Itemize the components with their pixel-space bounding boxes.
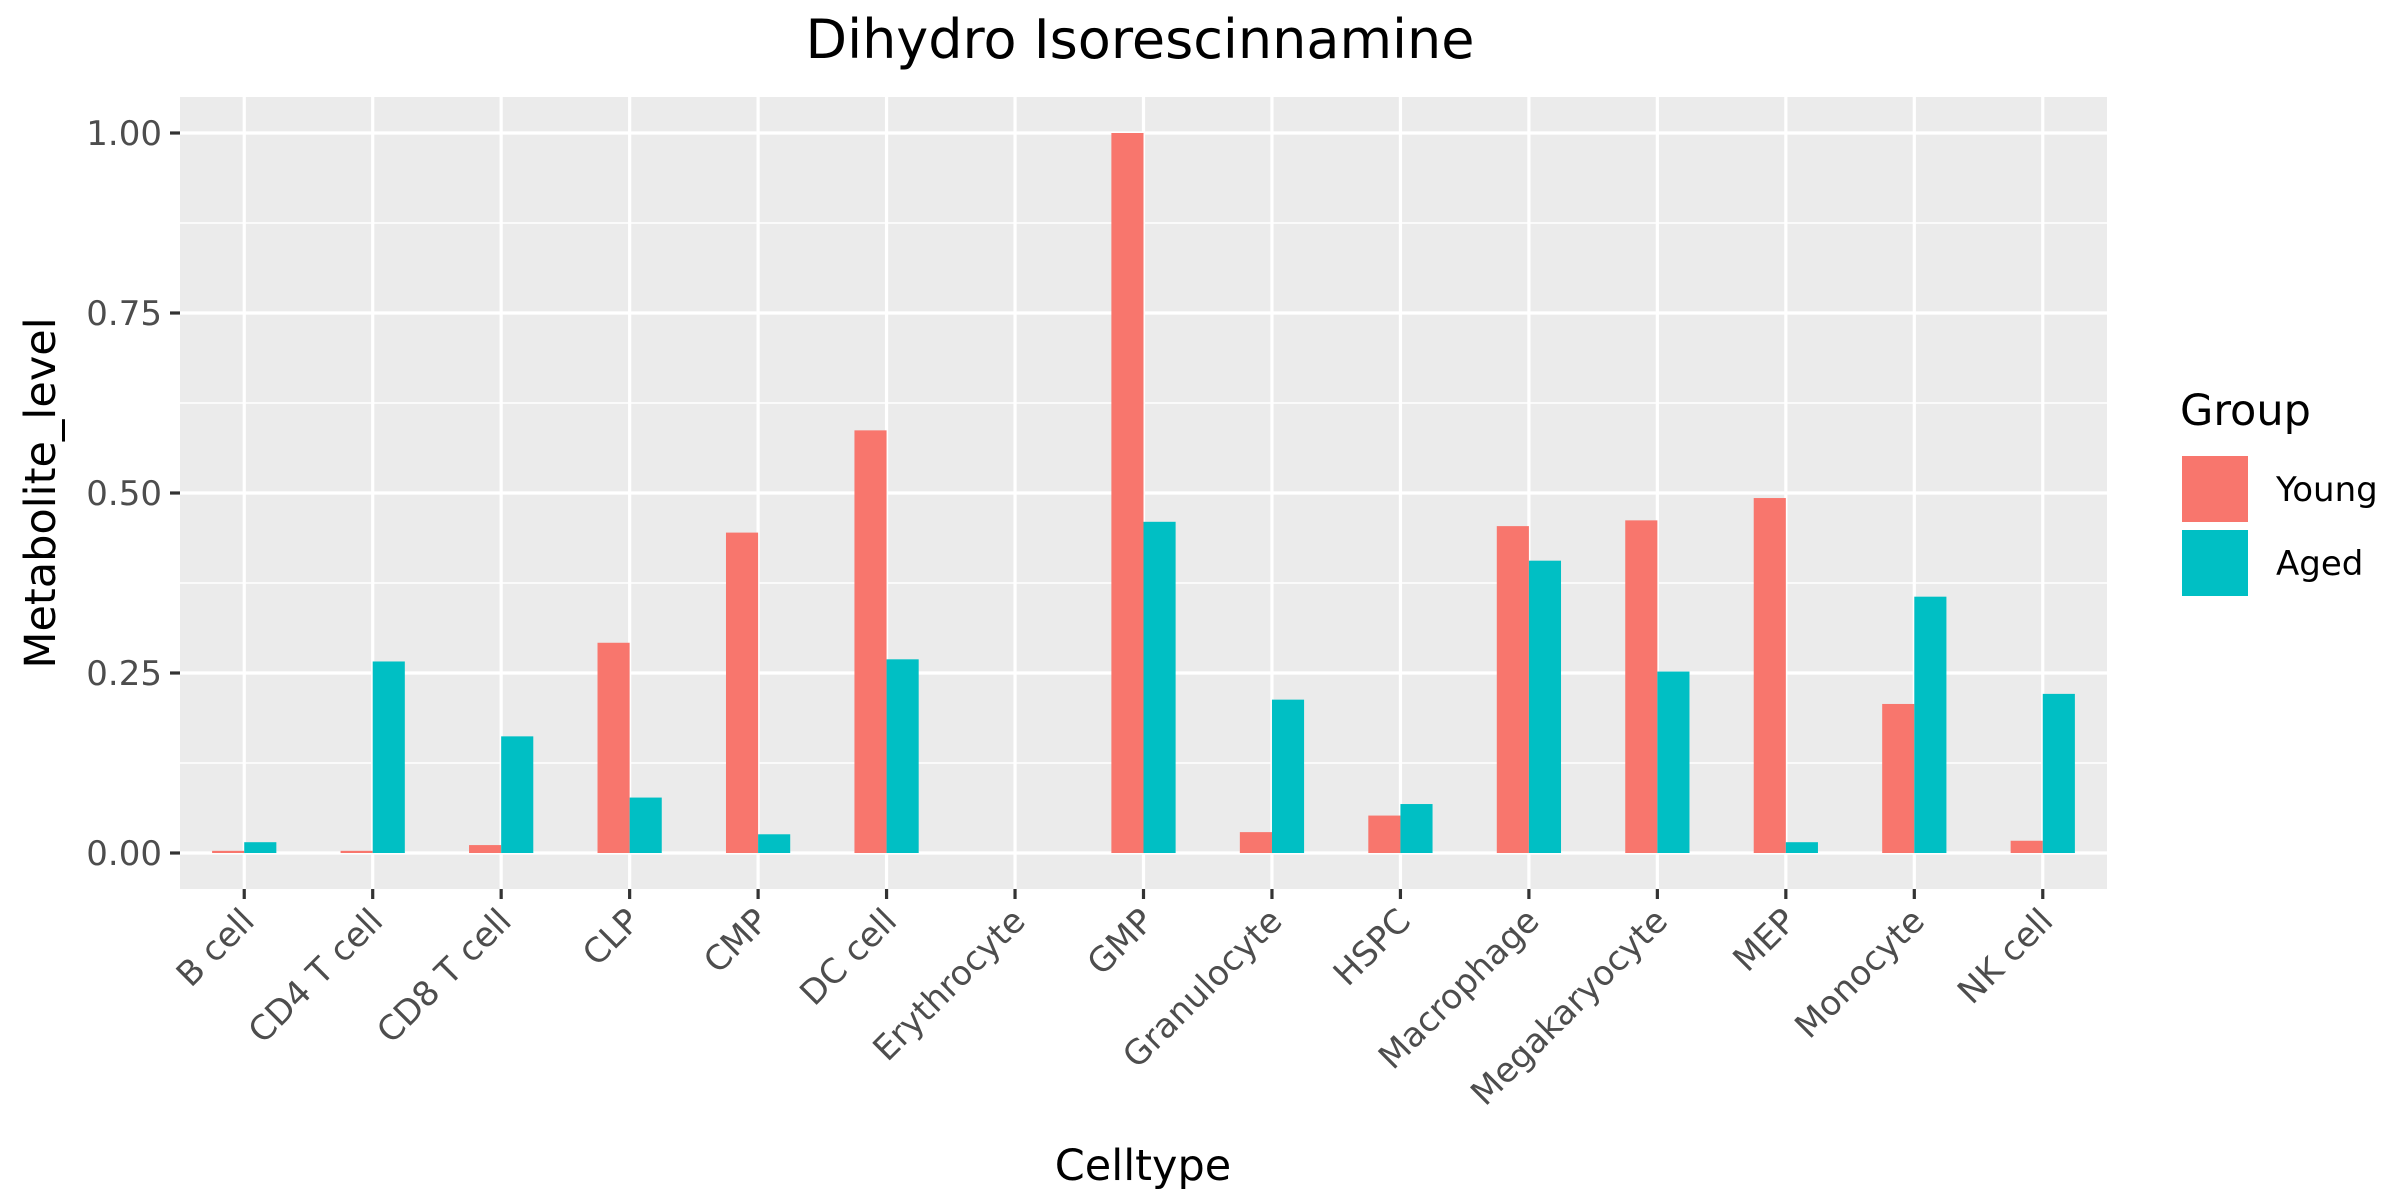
x-axis-title: Celltype <box>1055 1141 1231 1191</box>
x-tick-label: NK cell <box>1950 901 2061 1012</box>
bar-young <box>1753 498 1786 853</box>
bar-aged <box>629 797 662 853</box>
bar-young <box>854 430 887 853</box>
bar-aged <box>1400 804 1433 853</box>
legend-label-young: Young <box>2275 470 2378 510</box>
bar-aged <box>1914 596 1947 853</box>
bar-aged <box>372 661 405 853</box>
bar-aged <box>2042 693 2075 853</box>
bar-young <box>212 850 245 853</box>
bar-young <box>597 642 630 853</box>
bar-young <box>1882 703 1915 853</box>
x-tick-label: GMP <box>1080 901 1162 983</box>
bars <box>212 133 2075 853</box>
y-axis: 0.00 0.25 0.50 0.75 1.00 <box>86 114 180 874</box>
legend-key-young <box>2182 456 2248 522</box>
bar-young <box>1625 520 1658 853</box>
y-axis-title: Metabolite_level <box>16 317 66 668</box>
bar-aged <box>1785 842 1818 853</box>
x-tick-label: B cell <box>169 901 263 995</box>
bar-young <box>1496 526 1529 853</box>
bar-young <box>1368 815 1401 853</box>
legend-title: Group <box>2180 386 2311 436</box>
legend: Group Young Aged <box>2180 386 2378 596</box>
bar-young <box>2010 840 2043 853</box>
bar-aged <box>1143 521 1176 853</box>
x-tick-label: CD4 T cell <box>241 901 391 1051</box>
bar-aged <box>1528 560 1562 853</box>
legend-key-aged <box>2182 530 2248 596</box>
x-tick-label: MEP <box>1725 901 1804 980</box>
bar-young <box>725 532 759 853</box>
y-tick-label: 0.00 <box>86 834 162 874</box>
y-tick-label: 0.25 <box>86 654 162 694</box>
bar-aged <box>1657 671 1690 853</box>
x-tick-label: DC cell <box>792 901 905 1014</box>
bar-young <box>340 850 373 853</box>
y-tick-label: 0.50 <box>86 474 162 514</box>
bar-aged <box>758 834 791 853</box>
bar-aged <box>1271 699 1305 853</box>
x-tick-label: CD8 T cell <box>369 901 519 1051</box>
bar-young <box>1111 133 1144 853</box>
legend-label-aged: Aged <box>2276 544 2363 584</box>
bar-young <box>469 845 502 853</box>
y-tick-label: 1.00 <box>86 114 162 154</box>
x-tick-label: HSPC <box>1326 901 1419 994</box>
x-tick-label: CMP <box>696 901 776 981</box>
chart-title: Dihydro Isorescinnamine <box>805 8 1474 71</box>
bar-young <box>1239 832 1272 853</box>
bar-aged <box>886 659 919 853</box>
x-tick-label: Monocyte <box>1787 901 1932 1046</box>
bar-aged <box>501 736 534 853</box>
y-tick-label: 0.75 <box>86 294 162 334</box>
bar-aged <box>244 842 277 853</box>
x-tick-label: CLP <box>575 901 648 974</box>
